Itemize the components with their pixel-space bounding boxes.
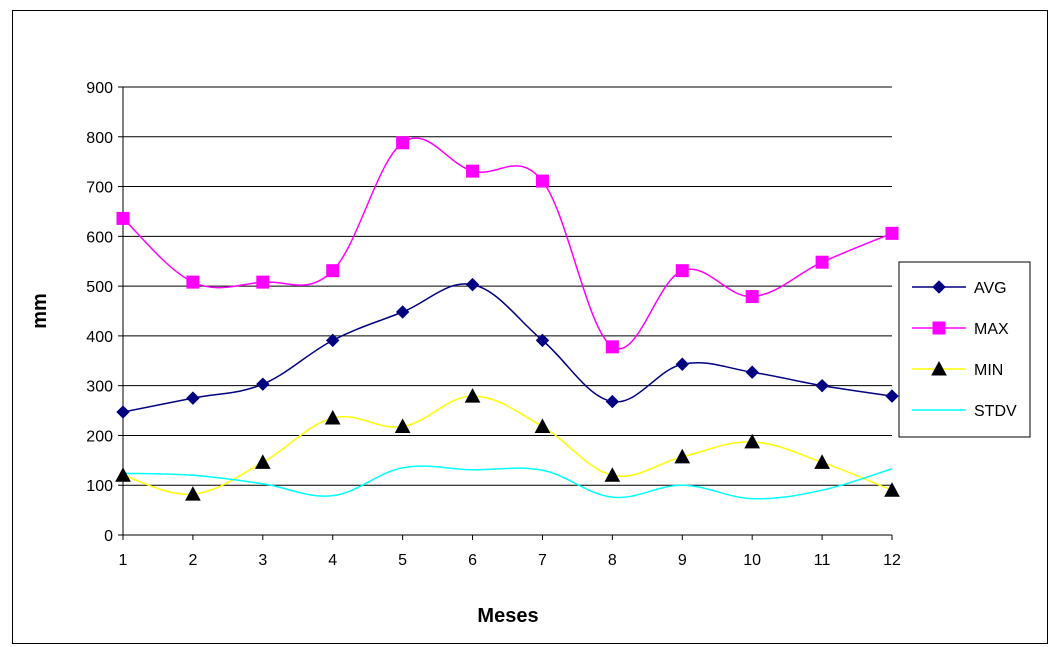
y-axis-title: mm [29,293,51,329]
data-point-avg [465,277,480,292]
data-point-min [534,418,551,433]
x-tick-label: 12 [883,552,901,569]
data-point-min [115,467,131,482]
x-tick-label: 10 [743,552,761,569]
x-tick-label: 11 [814,552,831,569]
data-point-max [256,275,270,289]
data-point-avg [535,333,550,348]
legend-item-max: MAX [912,321,1009,338]
x-tick-label: 9 [678,552,687,569]
legend-label: MIN [974,362,1003,379]
data-point-max [605,340,619,354]
legend-swatch-marker [932,280,946,294]
x-tick-label: 5 [398,552,407,569]
gridlines [123,86,892,486]
legend-swatch-marker [931,360,947,376]
y-tick-label: 700 [86,180,113,197]
data-point-max [186,275,200,289]
legend: AVG MAX MIN STDV [898,261,1031,438]
data-point-avg [815,378,829,393]
legend-label: MAX [974,321,1009,338]
data-point-min [604,467,621,482]
legend-item-avg: AVG [912,280,1007,297]
legend-label: AVG [974,280,1007,297]
y-tick-label: 600 [86,229,113,246]
x-tick-label: 6 [468,552,477,569]
data-point-avg [675,357,689,371]
legend-item-stdv: STDV [912,403,1017,420]
data-point-avg [745,365,759,379]
data-point-min [744,433,761,449]
data-point-min [394,418,411,433]
marker-group [115,136,900,501]
data-point-avg [256,377,270,391]
data-point-avg [326,333,340,348]
data-point-max [535,174,549,188]
y-tick-label: 800 [86,130,113,147]
x-tick-label: 8 [608,552,617,569]
legend-swatch-marker [932,321,946,335]
data-point-min [464,388,481,403]
x-axis-title: Meses [477,605,538,627]
series-line-avg [122,283,893,413]
data-point-avg [605,394,620,409]
x-tick-label: 4 [328,552,337,569]
data-point-avg [395,305,410,319]
data-point-max [116,211,130,225]
y-tick-label: 900 [86,80,113,97]
y-tick-label: 500 [86,279,113,296]
data-point-min [814,454,830,469]
legend-box [898,261,1031,438]
data-point-min [884,482,900,497]
legend-label: STDV [974,403,1017,420]
data-point-min [185,486,201,501]
y-tick-label: 0 [104,528,113,545]
x-tick-label: 7 [538,552,547,569]
data-point-avg [116,405,130,419]
data-point-min [674,448,691,464]
data-point-max [675,264,689,278]
x-tick-label: 3 [258,552,267,569]
data-point-max [815,255,829,269]
data-point-min [324,409,341,425]
axes [118,86,893,540]
data-point-max [396,136,410,150]
data-point-max [326,264,340,278]
series-line-stdv [122,465,893,500]
data-point-max [745,290,759,304]
y-tick-label: 300 [86,379,113,396]
data-point-min [254,454,271,469]
series-line-max [122,137,893,350]
x-tick-label: 1 [119,552,128,569]
data-point-max [885,226,899,240]
data-point-avg [885,389,899,403]
y-tick-label: 400 [86,329,113,346]
chart-frame [12,10,1048,644]
series-group [122,137,893,500]
legend-item-min: MIN [912,360,1003,379]
y-tick-label: 200 [86,428,113,445]
data-point-max [466,164,480,178]
data-point-avg [186,391,200,405]
y-tick-label: 100 [86,478,113,495]
x-tick-label: 2 [188,552,197,569]
